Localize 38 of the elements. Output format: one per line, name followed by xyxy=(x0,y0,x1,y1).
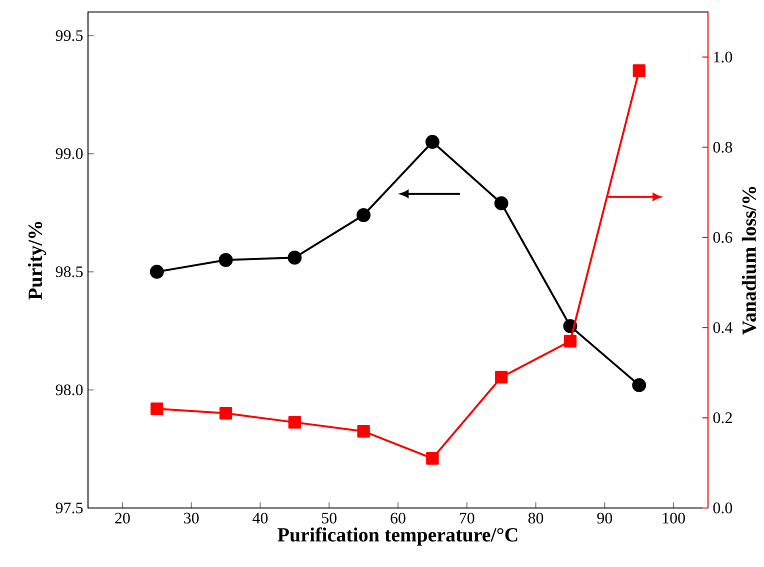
y-tick-label: 99.5 xyxy=(56,30,83,42)
x-tick-label: 30 xyxy=(184,512,199,524)
point xyxy=(288,250,302,265)
x-tick-label: 40 xyxy=(252,512,268,524)
point xyxy=(219,406,232,420)
x-tick-label: 80 xyxy=(528,512,544,524)
y-tick-label: 98.0 xyxy=(56,384,83,396)
point xyxy=(426,452,439,465)
y2-tick-label: 1.0 xyxy=(714,52,732,63)
point xyxy=(357,425,370,438)
y2-tick-label: 0.8 xyxy=(713,142,732,153)
x-tick-label: 100 xyxy=(662,512,685,524)
y-tick-label: 97.5 xyxy=(56,502,83,514)
y2-tick-label: 0.2 xyxy=(713,412,732,424)
point xyxy=(425,134,440,149)
point xyxy=(632,64,646,77)
x-tick-label: 60 xyxy=(390,512,406,524)
y2-tick-label: 0.0 xyxy=(713,502,732,514)
point xyxy=(288,416,302,429)
point xyxy=(150,402,164,416)
y2-axis-title: Vanadium loss/% xyxy=(742,186,756,335)
point xyxy=(356,208,371,222)
y2-tick-label: 0.6 xyxy=(713,232,732,243)
x-axis-title: Purification temperature/°C xyxy=(278,527,518,546)
point xyxy=(564,334,577,348)
y-axis-title: Purity/% xyxy=(28,222,46,300)
y-tick-label: 98.5 xyxy=(56,266,83,278)
x-tick-label: 90 xyxy=(597,512,612,524)
x-tick-label: 20 xyxy=(115,512,130,524)
x-tick-label: 70 xyxy=(460,512,474,524)
point xyxy=(495,370,508,384)
x-tick-label: 50 xyxy=(322,512,336,524)
y2-tick-label: 0.4 xyxy=(713,322,732,334)
point xyxy=(494,196,508,210)
y-tick-label: 99.0 xyxy=(56,148,83,160)
point xyxy=(632,378,646,392)
point xyxy=(218,252,233,267)
point xyxy=(150,264,164,279)
